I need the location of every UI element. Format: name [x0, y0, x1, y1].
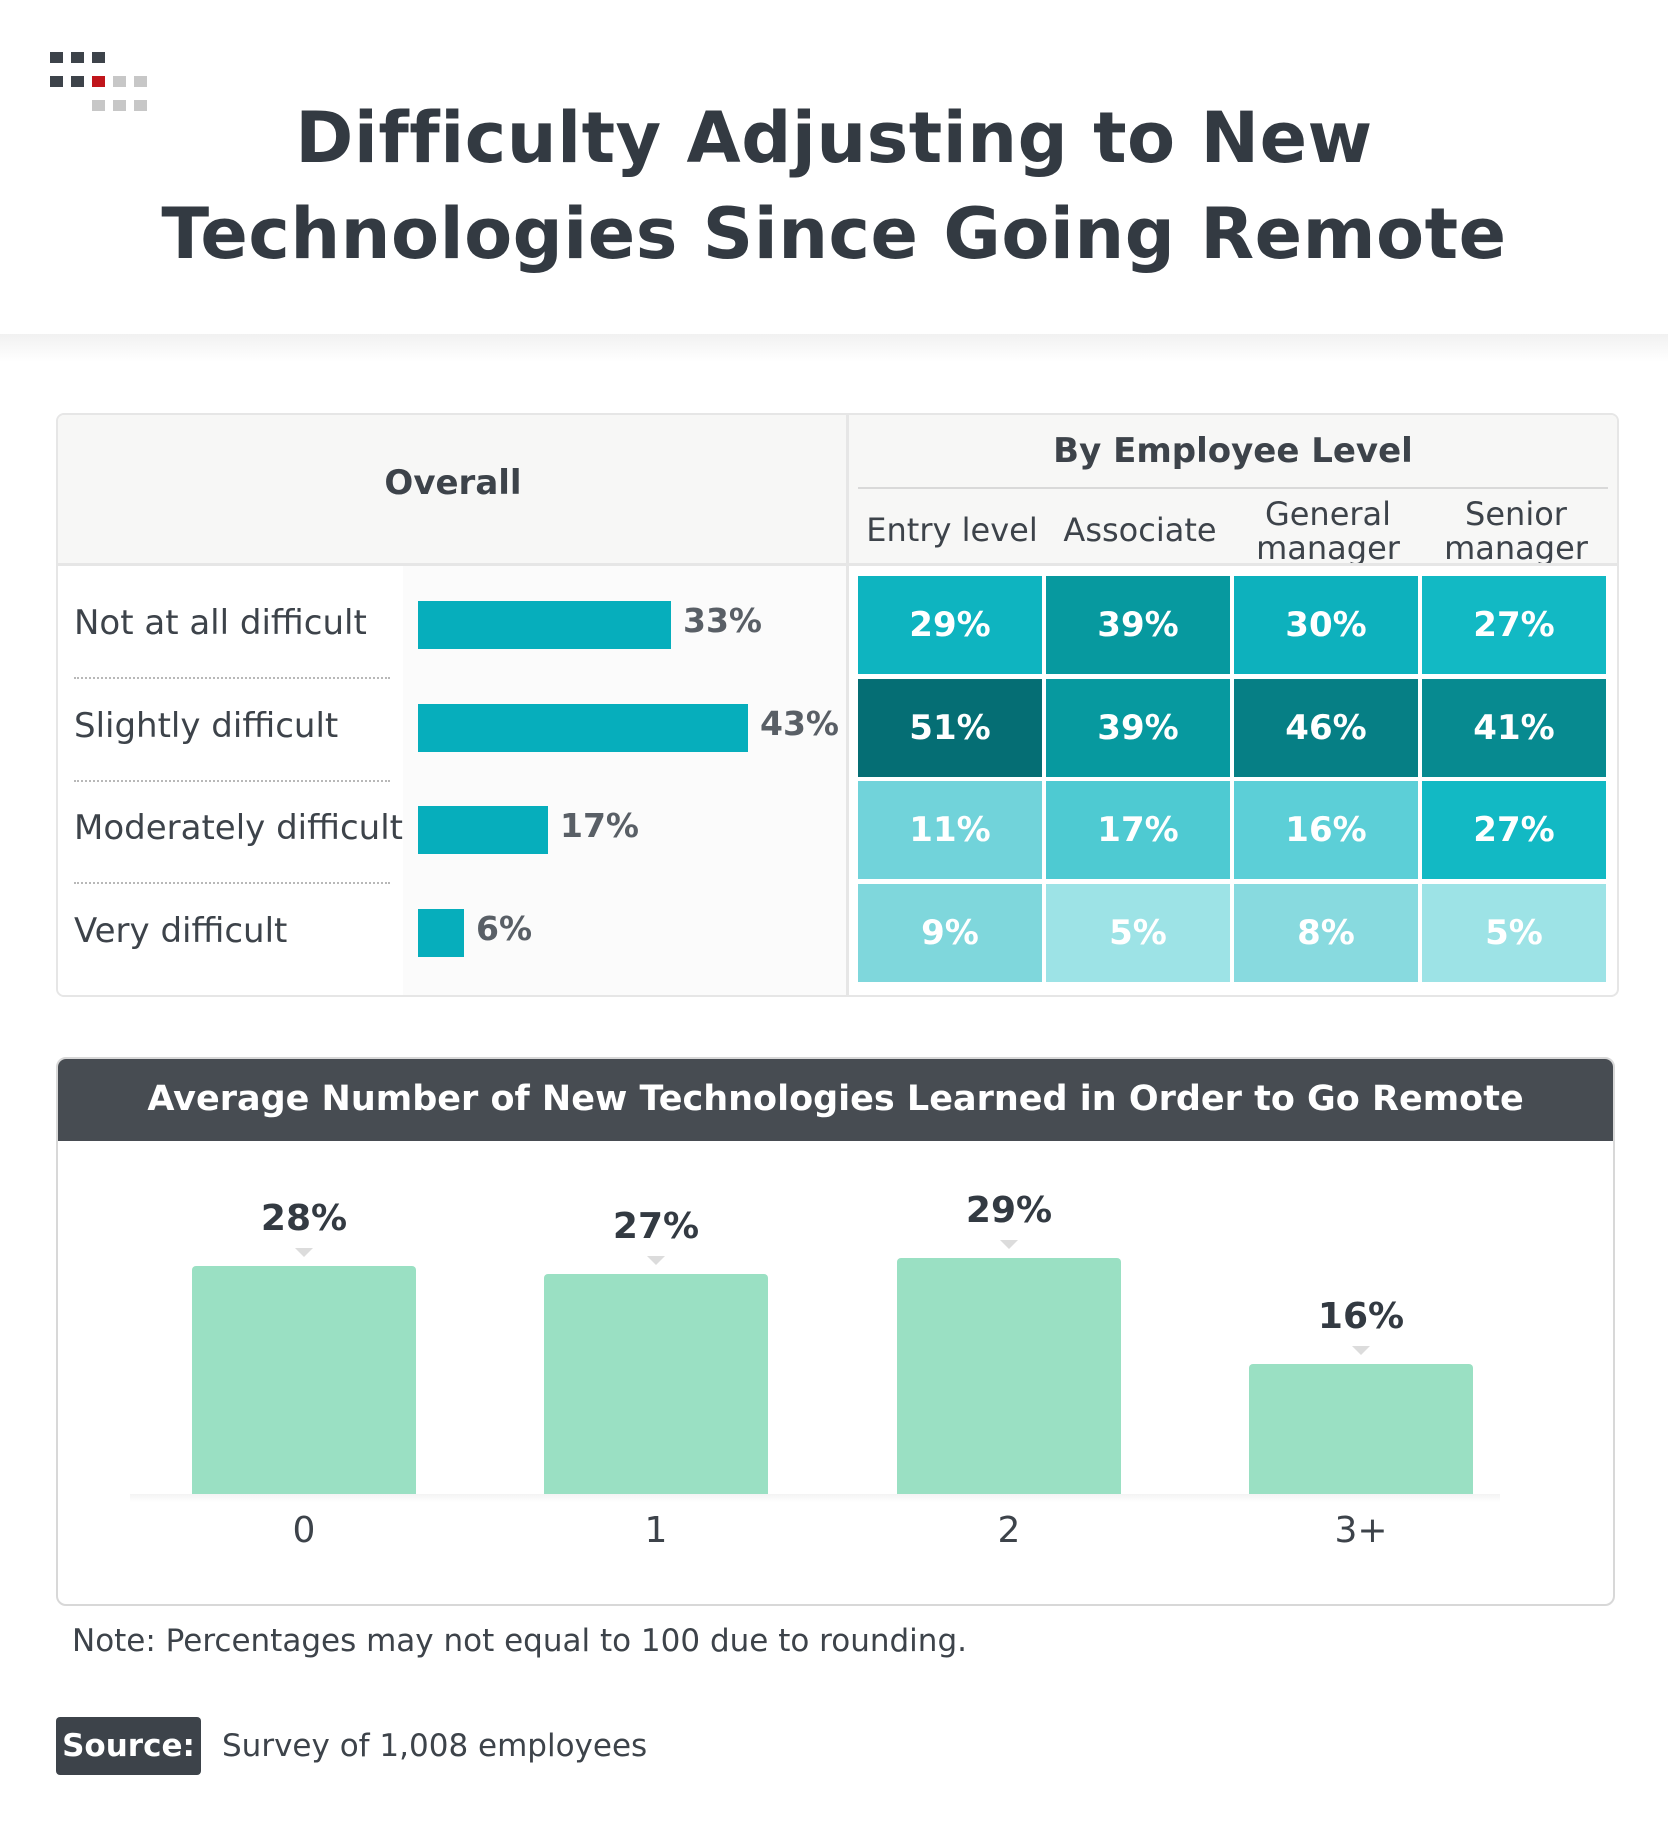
header-underline	[858, 487, 1608, 489]
row-label-1: Slightly difficult	[74, 706, 339, 746]
column-header-general-manager: General manager	[1256, 495, 1400, 567]
column-header-associate: Associate	[1063, 511, 1217, 549]
overall-bar-0	[418, 601, 671, 649]
row-separator	[74, 882, 390, 884]
overall-value-label-3: 6%	[476, 909, 533, 948]
heatmap-cell: 46%	[1234, 679, 1418, 777]
brand-logo	[50, 52, 160, 114]
heatmap-cell: 39%	[1046, 679, 1230, 777]
row-label-2: Moderately difficult	[74, 808, 403, 848]
difficulty-table: Overall By Employee Level Entry level As…	[56, 413, 1619, 997]
overall-value-label-0: 33%	[683, 601, 762, 640]
chart-title: Average Number of New Technologies Learn…	[147, 1079, 1524, 1119]
overall-header: Overall	[384, 463, 522, 503]
column-header-entry-level: Entry level	[866, 511, 1038, 549]
row-separator	[74, 780, 390, 782]
heatmap-cell: 27%	[1422, 576, 1606, 674]
chart-baseline	[130, 1494, 1500, 1502]
vertical-bar-0	[192, 1266, 416, 1494]
vertical-value-label-0: 28%	[260, 1198, 348, 1239]
header-divider	[0, 334, 1668, 362]
heatmap-cell: 29%	[858, 576, 1042, 674]
heatmap-cell: 5%	[1422, 884, 1606, 982]
heatmap-cell: 9%	[858, 884, 1042, 982]
header-divider-line	[58, 563, 1617, 566]
vertical-value-label-3: 16%	[1317, 1296, 1405, 1337]
overall-value-label-2: 17%	[560, 806, 639, 845]
overall-bar-3	[418, 909, 464, 957]
heatmap-cell: 27%	[1422, 781, 1606, 879]
title-line-2: Technologies Since Going Remote	[161, 193, 1507, 275]
heatmap-cell: 39%	[1046, 576, 1230, 674]
title-line-1: Difficulty Adjusting to New	[295, 97, 1373, 179]
overall-bar-2	[418, 806, 548, 854]
column-header-senior-manager: Senior manager	[1444, 495, 1588, 567]
employee-level-header: By Employee Level	[1053, 431, 1413, 471]
vertical-bar-3	[1249, 1364, 1473, 1494]
table-header	[58, 415, 1617, 565]
x-tick-label-0: 0	[292, 1510, 316, 1551]
row-separator	[74, 677, 390, 679]
value-pointer	[647, 1256, 665, 1265]
value-pointer	[1352, 1346, 1370, 1355]
value-pointer	[295, 1248, 313, 1257]
rounding-note: Note: Percentages may not equal to 100 d…	[72, 1623, 967, 1659]
vertical-value-label-1: 27%	[612, 1206, 700, 1247]
page-title: Difficulty Adjusting to New Technologies…	[0, 90, 1668, 282]
source-text: Survey of 1,008 employees	[222, 1728, 648, 1764]
column-divider	[846, 415, 849, 995]
row-label-0: Not at all difficult	[74, 603, 367, 643]
heatmap-cell: 16%	[1234, 781, 1418, 879]
heatmap-cell: 17%	[1046, 781, 1230, 879]
overall-value-label-1: 43%	[760, 704, 839, 743]
chart-header: Average Number of New Technologies Learn…	[58, 1059, 1613, 1141]
heatmap-cell: 11%	[858, 781, 1042, 879]
source-badge: Source:	[56, 1717, 201, 1775]
heatmap-cell: 8%	[1234, 884, 1418, 982]
overall-bar-1	[418, 704, 748, 752]
heatmap-cell: 30%	[1234, 576, 1418, 674]
heatmap-cell: 41%	[1422, 679, 1606, 777]
x-tick-label-2: 2	[997, 1510, 1021, 1551]
x-tick-label-1: 1	[644, 1510, 668, 1551]
x-tick-label-3: 3+	[1334, 1510, 1388, 1551]
vertical-value-label-2: 29%	[965, 1190, 1053, 1231]
value-pointer	[1000, 1240, 1018, 1249]
row-label-3: Very difficult	[74, 911, 288, 951]
heatmap-cell: 51%	[858, 679, 1042, 777]
vertical-bar-2	[897, 1258, 1121, 1494]
heatmap-cell: 5%	[1046, 884, 1230, 982]
vertical-bar-1	[544, 1274, 768, 1494]
